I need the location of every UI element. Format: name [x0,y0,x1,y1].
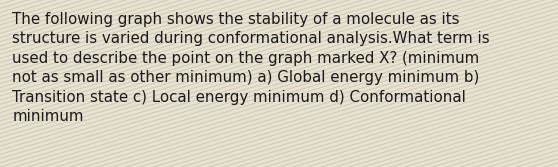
Text: The following graph shows the stability of a molecule as its
structure is varied: The following graph shows the stability … [12,12,490,124]
